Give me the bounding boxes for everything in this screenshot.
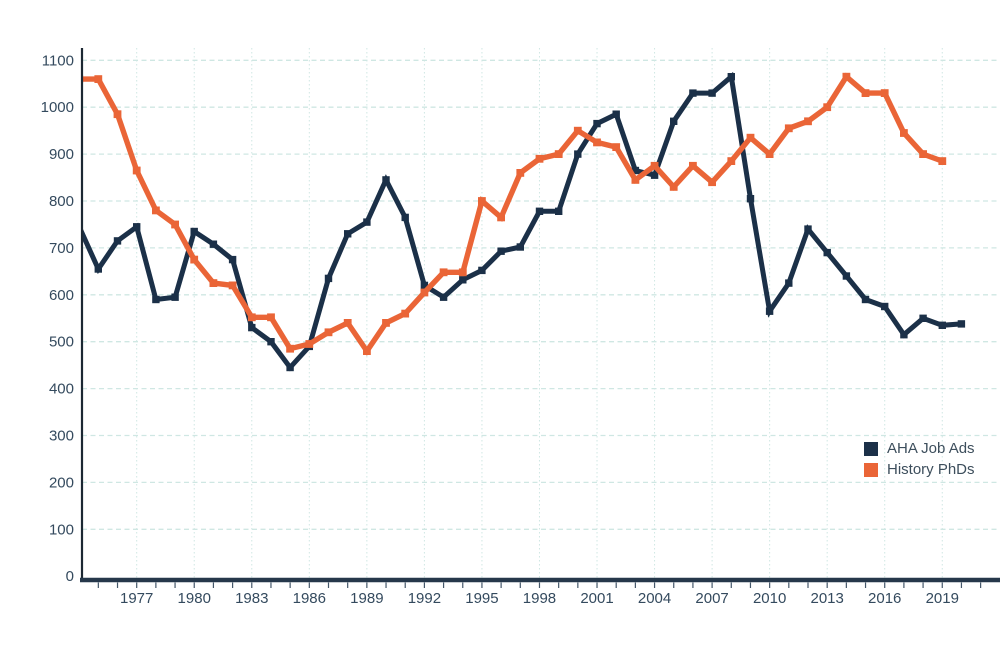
svg-text:1998: 1998 — [523, 590, 556, 607]
x-gridlines — [136, 48, 943, 578]
svg-text:500: 500 — [49, 334, 74, 351]
svg-text:1992: 1992 — [408, 590, 441, 607]
svg-text:800: 800 — [49, 193, 74, 210]
series-history-phds — [82, 72, 947, 356]
svg-text:1980: 1980 — [178, 590, 211, 607]
svg-text:900: 900 — [49, 146, 74, 163]
legend-swatch-history-phds — [864, 463, 878, 477]
svg-text:300: 300 — [49, 428, 74, 445]
svg-text:100: 100 — [49, 521, 74, 538]
legend: AHA Job Ads History PhDs — [864, 441, 975, 478]
svg-text:1000: 1000 — [41, 99, 74, 116]
legend-item-history-phds[interactable]: History PhDs — [864, 462, 975, 478]
svg-text:2016: 2016 — [868, 590, 901, 607]
legend-label-aha-job-ads: AHA Job Ads — [887, 440, 975, 457]
y-axis-labels: 0 100 200 300 400 500 600 700 800 900 1000 1100 — [41, 52, 74, 585]
series-aha-job-ads — [82, 71, 966, 372]
svg-text:1989: 1989 — [350, 590, 383, 607]
svg-text:2010: 2010 — [753, 590, 786, 607]
x-axis-labels: 1977 1980 1983 1986 1989 1992 1995 1998 2001 2004… — [120, 590, 959, 607]
svg-text:1986: 1986 — [293, 590, 326, 607]
svg-text:2019: 2019 — [926, 590, 959, 607]
svg-text:600: 600 — [49, 287, 74, 304]
svg-text:0: 0 — [66, 568, 74, 585]
svg-text:2001: 2001 — [580, 590, 613, 607]
y-gridlines — [82, 59, 1000, 530]
svg-text:700: 700 — [49, 240, 74, 257]
svg-text:200: 200 — [49, 474, 74, 491]
svg-text:1977: 1977 — [120, 590, 153, 607]
svg-text:2013: 2013 — [810, 590, 843, 607]
svg-text:2007: 2007 — [695, 590, 728, 607]
svg-text:400: 400 — [49, 381, 74, 398]
svg-text:1100: 1100 — [42, 52, 74, 69]
legend-item-aha-job-ads[interactable]: AHA Job Ads — [864, 441, 975, 457]
legend-swatch-aha-job-ads — [864, 442, 878, 456]
x-axis-ticks — [97, 582, 982, 588]
svg-text:1983: 1983 — [235, 590, 268, 607]
series-group — [82, 71, 966, 372]
svg-text:1995: 1995 — [465, 590, 498, 607]
legend-label-history-phds: History PhDs — [887, 461, 975, 478]
svg-text:2004: 2004 — [638, 590, 671, 607]
